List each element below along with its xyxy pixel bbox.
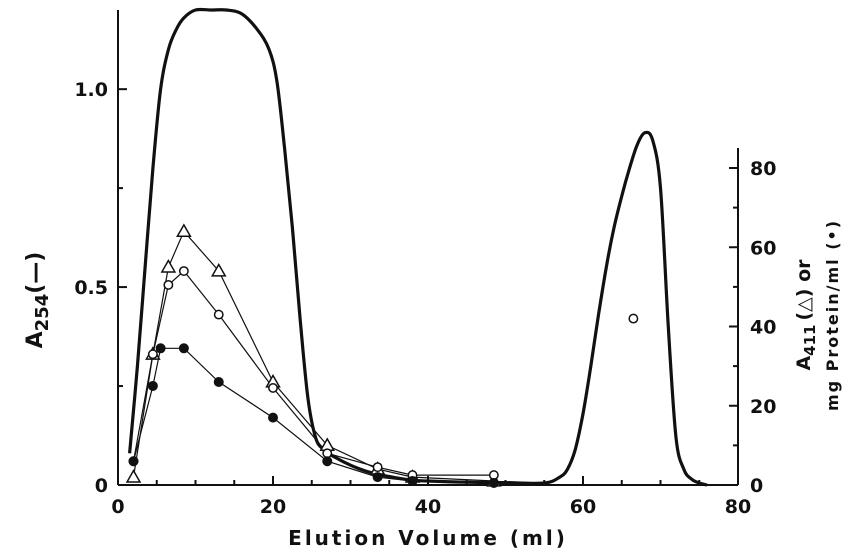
filled-circle-marker [372,472,383,483]
x-tick-label: 0 [111,496,124,518]
filled-circle-marker [178,343,189,354]
series-triangle-open-line [132,230,494,482]
y-right-title-base: A [793,356,815,371]
markers-layer [125,223,639,489]
open-circle-marker [213,309,224,320]
y-right-tick-label: 40 [750,317,776,339]
series-circle-open-line [132,270,494,476]
filled-circle-marker [488,478,499,489]
x-tick-label: 80 [725,496,751,518]
filled-circle-marker [268,412,278,423]
y-right-title-sub: 411 [801,325,819,356]
y-left-tick-label: 1.0 [74,79,108,101]
series-layer [128,7,708,487]
x-tick-label: 40 [415,496,441,518]
y-left-axis-title: A254(—) [23,252,53,349]
filled-circle-marker [213,376,224,387]
y-right-tick-label: 0 [750,475,763,497]
y-left-tick-label: 0 [95,475,108,497]
filled-circle-marker [322,456,333,467]
axes [117,10,739,486]
filled-circle-marker [128,456,139,467]
triangle-marker [125,469,142,483]
y-right-title-suffix: (△) or [793,259,815,321]
x-axis-title: Elution Volume (ml) [288,526,568,550]
y-right-axis-title-2: mg Protein/ml (•) [823,219,842,411]
y-left-title-sub: 254 [32,294,53,332]
x-tick-label: 20 [260,496,286,518]
y-left-title-base: A [23,331,48,348]
open-circle-marker [268,382,278,393]
y-left-tick-label: 0.5 [74,277,108,299]
open-circle-marker [147,349,158,360]
y-right-tick-label: 80 [750,158,776,180]
a254-series-line [128,7,708,487]
filled-circle-marker [147,380,158,391]
x-tick-label: 60 [570,496,596,518]
y-right-tick-label: 20 [750,396,776,418]
series-circle-filled-line [132,347,494,484]
open-circle-marker [372,462,383,473]
open-circle-marker [178,266,189,276]
triangle-marker [176,223,192,238]
y-right-axis-title-1: A411 (△) or [793,259,819,371]
y-right-tick-label: 60 [750,237,776,259]
filled-circle-marker [407,476,418,487]
open-circle-marker [163,279,174,290]
triangle-marker [210,263,227,277]
y-left-title-suffix: (—) [23,252,48,294]
filled-circle-marker [155,343,166,354]
open-circle-marker [628,313,639,324]
triangle-marker [160,259,177,273]
